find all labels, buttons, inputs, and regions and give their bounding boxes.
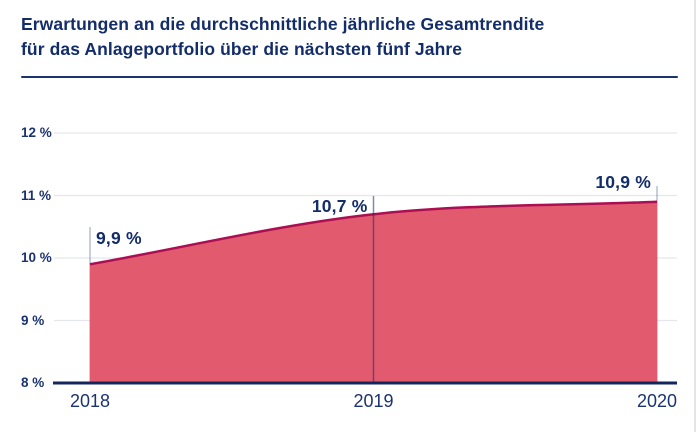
y-axis-tick-label: 9 % bbox=[21, 312, 45, 328]
y-axis-tick-label: 8 % bbox=[21, 375, 45, 390]
y-axis-tick-label: 10 % bbox=[21, 250, 52, 265]
title-line-1: Erwartungen an die durchschnittliche jäh… bbox=[21, 14, 545, 34]
page-title: Erwartungen an die durchschnittliche jäh… bbox=[21, 12, 671, 62]
data-label: 10,9 % bbox=[595, 171, 651, 192]
data-label: 10,7 % bbox=[311, 196, 368, 217]
y-axis-tick-label: 12 % bbox=[21, 125, 52, 140]
x-axis-tick-label: 2020 bbox=[636, 391, 678, 411]
y-axis-tick-label: 11 % bbox=[21, 187, 52, 203]
x-axis-tick-label: 2019 bbox=[353, 391, 394, 411]
title-line-2: für das Anlageportfolio über die nächste… bbox=[21, 39, 463, 60]
x-axis-tick-label: 2018 bbox=[69, 391, 111, 411]
page-right-border bbox=[694, 0, 696, 432]
title-divider bbox=[21, 76, 678, 78]
data-label: 9,9 % bbox=[96, 228, 142, 249]
